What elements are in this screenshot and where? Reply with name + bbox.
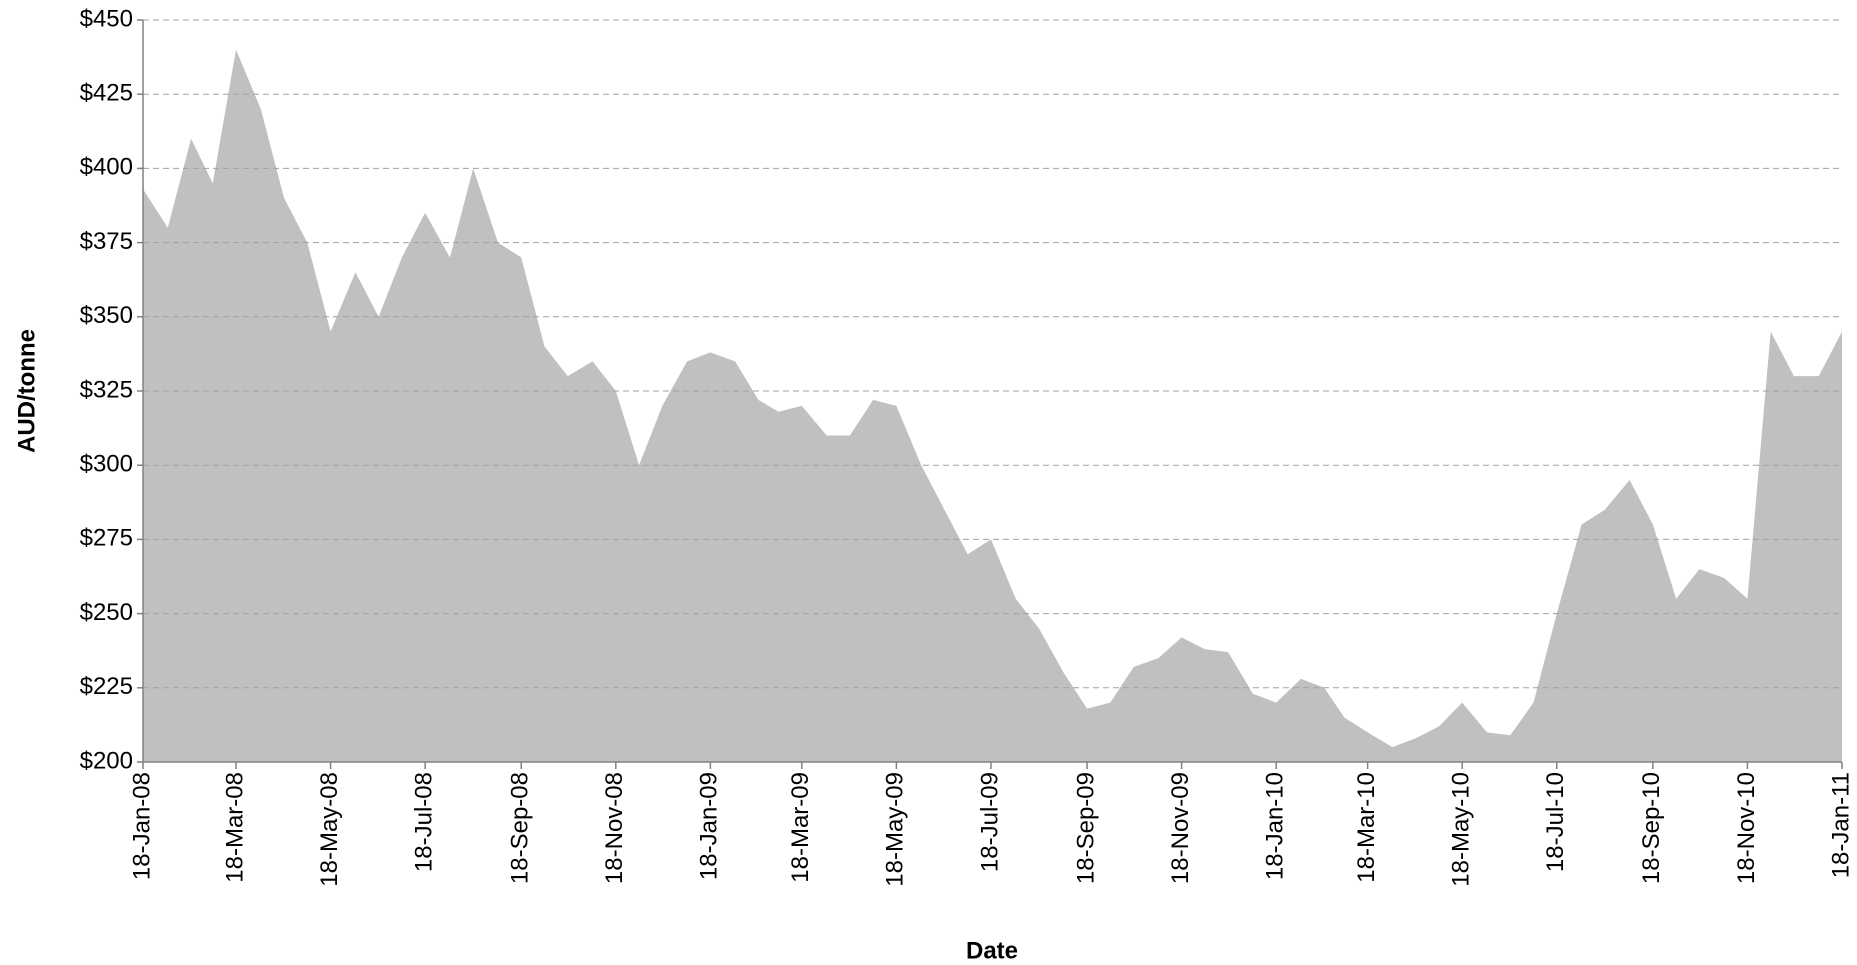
x-tick-label: 18-Sep-09 bbox=[1072, 772, 1099, 884]
x-tick-label: 18-Jul-09 bbox=[976, 772, 1003, 872]
y-tick-label: $400 bbox=[80, 154, 133, 181]
x-tick-label: 18-Jan-10 bbox=[1262, 772, 1289, 880]
y-tick-label: $250 bbox=[80, 599, 133, 626]
y-tick-label: $275 bbox=[80, 525, 133, 552]
x-axis-label: Date bbox=[966, 937, 1018, 964]
x-tick-label: 18-Jan-08 bbox=[128, 772, 155, 880]
y-tick-label: $325 bbox=[80, 376, 133, 403]
y-axis-label: AUD/tonne bbox=[13, 329, 40, 453]
y-tick-label: $425 bbox=[80, 80, 133, 107]
x-tick-label: 18-Mar-10 bbox=[1353, 772, 1380, 883]
y-tick-label: $350 bbox=[80, 302, 133, 329]
y-tick-label: $450 bbox=[80, 5, 133, 32]
x-tick-label: 18-Jul-08 bbox=[410, 772, 437, 872]
y-tick-label: $300 bbox=[80, 451, 133, 478]
y-tick-label: $200 bbox=[80, 747, 133, 774]
y-tick-label: $375 bbox=[80, 228, 133, 255]
x-tick-label: 18-Jan-11 bbox=[1827, 772, 1854, 878]
x-tick-label: 18-Jan-09 bbox=[696, 772, 723, 880]
x-tick-label: 18-May-09 bbox=[882, 772, 909, 887]
x-tick-label: 18-Nov-09 bbox=[1167, 772, 1194, 884]
x-tick-label: 18-Mar-09 bbox=[787, 772, 814, 883]
x-tick-label: 18-Jul-10 bbox=[1542, 772, 1569, 872]
x-tick-label: 18-Nov-08 bbox=[601, 772, 628, 884]
x-tick-label: 18-Sep-08 bbox=[507, 772, 534, 884]
x-tick-label: 18-May-08 bbox=[316, 772, 343, 887]
x-tick-label: 18-Nov-10 bbox=[1733, 772, 1760, 884]
x-tick-label: 18-Mar-08 bbox=[221, 772, 248, 883]
x-tick-label: 18-Sep-10 bbox=[1638, 772, 1665, 884]
area bbox=[143, 49, 1842, 763]
y-tick-label: $225 bbox=[80, 673, 133, 700]
x-tick-label: 18-May-10 bbox=[1448, 772, 1475, 887]
